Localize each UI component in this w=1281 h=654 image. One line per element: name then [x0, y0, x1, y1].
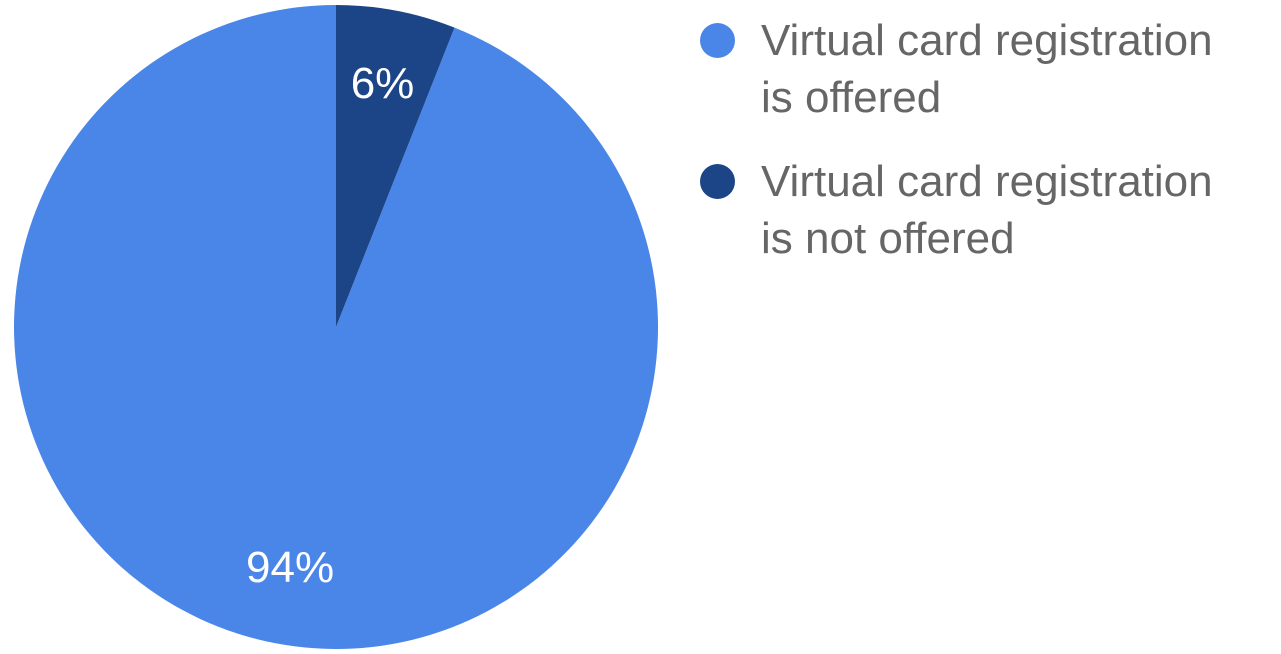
legend-item-offered: Virtual card registration is offered [700, 12, 1275, 126]
legend-swatch-not-offered [700, 164, 735, 199]
pie-slice-offered [14, 5, 659, 649]
pie-label-not-offered: 6% [351, 59, 415, 108]
pie-label-offered: 94% [246, 543, 334, 592]
legend-item-not-offered: Virtual card registration is not offered [700, 153, 1275, 267]
pie-slice-not-offered [336, 4, 455, 327]
legend-swatch-offered [700, 23, 735, 58]
legend-label-not-offered: Virtual card registration is not offered [761, 157, 1213, 263]
legend-label-offered: Virtual card registration is offered [761, 16, 1213, 122]
chart-legend: Virtual card registration is offered Vir… [700, 12, 1275, 294]
